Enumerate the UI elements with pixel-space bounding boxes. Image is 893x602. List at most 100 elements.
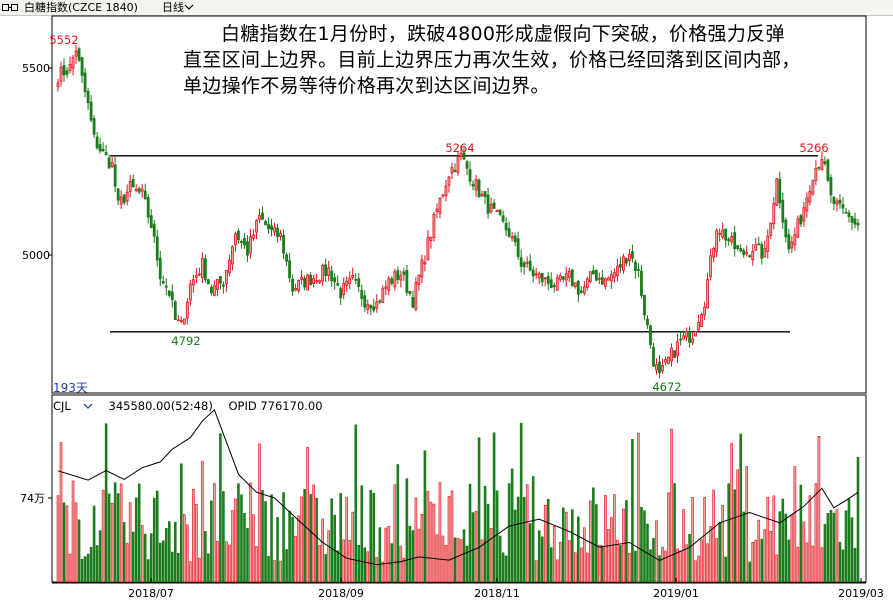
candle xyxy=(62,58,66,82)
candle-body xyxy=(369,304,373,309)
candle-body xyxy=(603,278,607,287)
volume-bar xyxy=(513,509,517,583)
volume-bar xyxy=(483,485,487,583)
volume-bar xyxy=(408,525,412,583)
volume-bar xyxy=(577,516,580,583)
candle xyxy=(119,190,123,209)
candle xyxy=(549,272,553,289)
volume-bar xyxy=(86,553,90,583)
candle xyxy=(276,223,279,243)
volume-bar xyxy=(790,514,794,583)
candle-body xyxy=(417,274,421,285)
candle xyxy=(775,177,779,206)
candle xyxy=(537,271,541,285)
candle xyxy=(110,155,114,169)
candle xyxy=(212,280,216,297)
volume-bar xyxy=(288,510,291,583)
candle-body xyxy=(606,277,610,281)
candle xyxy=(504,217,508,237)
candle xyxy=(396,266,400,285)
volume-bar xyxy=(134,497,138,583)
candle xyxy=(294,283,297,292)
price-extreme-label: 5552 xyxy=(49,33,78,47)
volume-bar xyxy=(498,535,502,583)
volume-bar xyxy=(643,510,646,583)
candle xyxy=(258,208,261,224)
candle xyxy=(282,229,285,260)
candle xyxy=(104,144,108,156)
volume-bar xyxy=(592,487,595,583)
volume-bar xyxy=(170,551,174,583)
candle xyxy=(733,225,737,257)
candle-body xyxy=(390,278,394,284)
opid-value: OPID 776170.00 xyxy=(228,399,323,413)
volume-bar xyxy=(375,557,379,583)
indicator-selector[interactable]: CJL xyxy=(53,399,93,413)
candle-body xyxy=(808,190,812,203)
candle-body xyxy=(655,364,658,371)
candle-body xyxy=(408,291,412,294)
volume-bar xyxy=(462,529,466,583)
candle xyxy=(486,187,490,219)
volume-bar xyxy=(177,552,180,583)
candle xyxy=(411,290,415,309)
candle xyxy=(273,222,276,236)
candle xyxy=(56,78,60,92)
candle xyxy=(615,258,619,282)
candle-body xyxy=(282,234,285,254)
volume-bar xyxy=(573,552,577,583)
candle-body xyxy=(297,280,301,292)
volume-bar xyxy=(438,482,442,583)
candle-body xyxy=(134,188,138,191)
candle-body xyxy=(240,240,243,243)
candle xyxy=(546,271,550,291)
volume-bar xyxy=(736,469,739,583)
volume-bar xyxy=(246,527,249,583)
candle xyxy=(561,276,565,283)
candle xyxy=(155,229,159,267)
candle-body xyxy=(411,296,415,308)
candle xyxy=(279,230,282,241)
candle-body xyxy=(528,260,532,271)
candle-body xyxy=(534,273,538,276)
candle xyxy=(823,156,827,166)
candle xyxy=(164,278,168,296)
period-selector[interactable]: 日线 xyxy=(162,0,194,15)
candle-body xyxy=(489,203,493,213)
volume-bar xyxy=(366,551,370,583)
candle-body xyxy=(86,90,90,104)
candle-body xyxy=(252,234,255,239)
instrument-title: 白糖指数(CZCE 1840) xyxy=(24,1,138,14)
volume-bar xyxy=(465,545,469,583)
candle-body xyxy=(778,178,782,204)
chart-type-icon[interactable] xyxy=(2,3,18,12)
candle-body xyxy=(255,220,258,233)
candle-body xyxy=(492,202,496,209)
candle-body xyxy=(751,251,755,261)
volume-bar xyxy=(856,456,860,583)
candle xyxy=(682,330,685,340)
candle-body xyxy=(823,161,827,165)
candle xyxy=(399,270,403,288)
volume-bar xyxy=(504,555,508,583)
candle-body xyxy=(363,295,367,308)
candle-body xyxy=(835,200,839,205)
volume-bar xyxy=(709,526,712,583)
volume-bar xyxy=(95,545,99,583)
candle xyxy=(71,54,75,76)
candle-body xyxy=(721,229,725,238)
volume-bar xyxy=(820,547,824,583)
candle xyxy=(597,272,601,284)
volume-bar xyxy=(119,483,123,583)
candle-body xyxy=(270,225,273,231)
candle xyxy=(519,249,523,273)
candle-body xyxy=(793,234,797,246)
volume-bar xyxy=(522,496,526,583)
candle xyxy=(237,228,240,244)
candle xyxy=(378,299,382,305)
volume-bar xyxy=(155,490,159,583)
volume-bar xyxy=(853,547,857,583)
candle-body xyxy=(423,261,427,265)
volume-bar xyxy=(649,549,652,583)
candle-body xyxy=(730,235,734,243)
